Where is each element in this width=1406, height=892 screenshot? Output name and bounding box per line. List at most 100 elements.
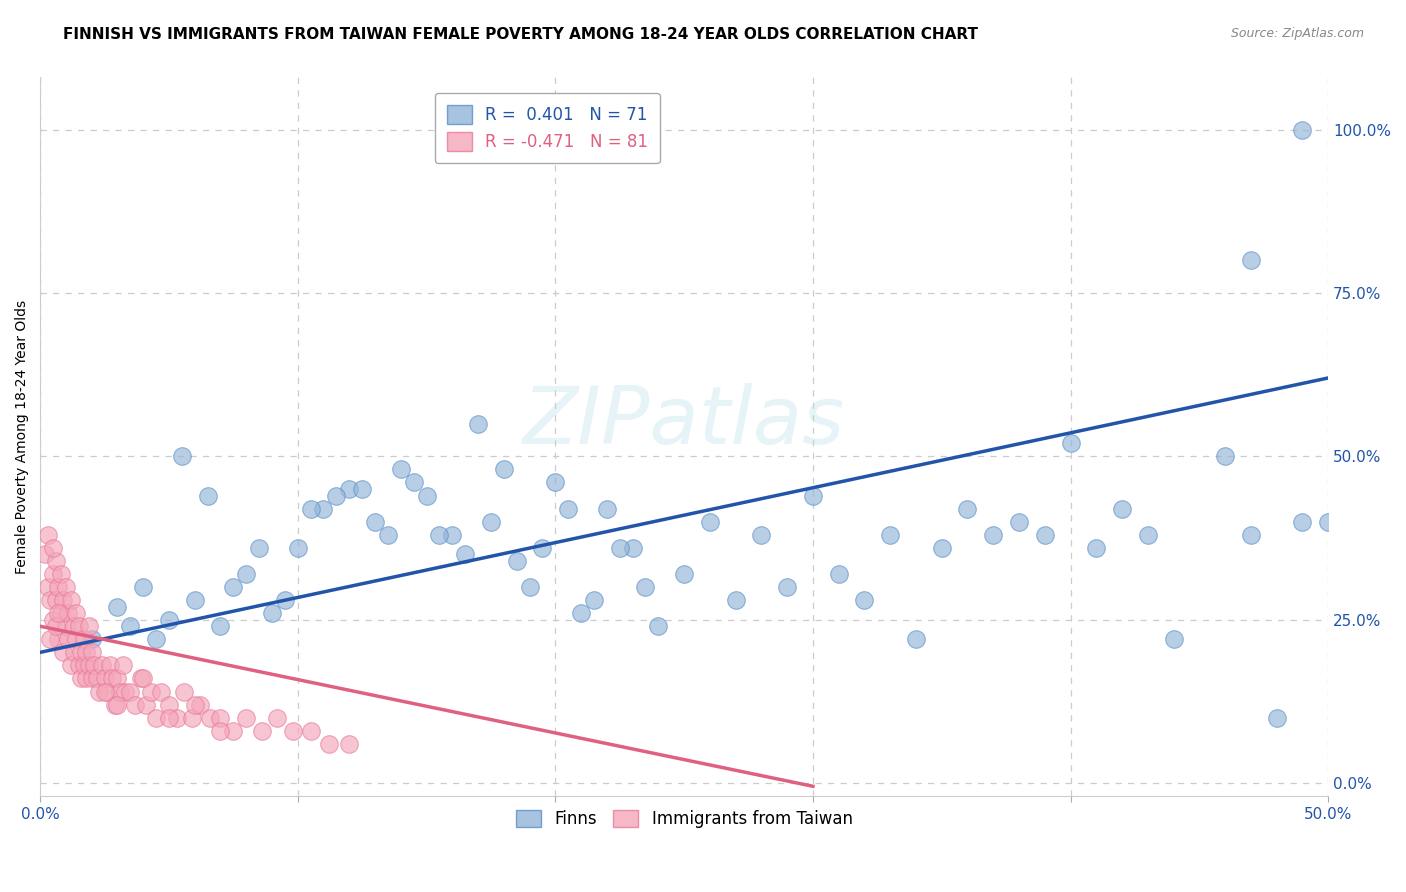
Point bbox=[55, 580, 77, 594]
Point bbox=[39, 593, 62, 607]
Point bbox=[80, 632, 103, 647]
Point bbox=[1317, 515, 1340, 529]
Text: ZIPatlas: ZIPatlas bbox=[523, 384, 845, 461]
Point bbox=[235, 711, 257, 725]
Point bbox=[157, 698, 180, 712]
Point bbox=[1291, 122, 1313, 136]
Point bbox=[132, 580, 155, 594]
Point bbox=[429, 528, 451, 542]
Point bbox=[105, 672, 128, 686]
Point bbox=[337, 482, 360, 496]
Point bbox=[58, 606, 80, 620]
Point bbox=[454, 547, 477, 561]
Point bbox=[45, 619, 67, 633]
Point bbox=[389, 462, 412, 476]
Point bbox=[42, 613, 65, 627]
Point bbox=[505, 554, 527, 568]
Point bbox=[582, 593, 605, 607]
Point bbox=[673, 566, 696, 581]
Point bbox=[751, 528, 773, 542]
Point bbox=[904, 632, 927, 647]
Point bbox=[46, 606, 69, 620]
Point bbox=[281, 723, 304, 738]
Point bbox=[1240, 253, 1263, 268]
Point bbox=[70, 672, 93, 686]
Point bbox=[49, 606, 72, 620]
Point bbox=[129, 672, 152, 686]
Point bbox=[1265, 711, 1288, 725]
Point bbox=[73, 632, 96, 647]
Point bbox=[181, 711, 204, 725]
Point bbox=[274, 593, 297, 607]
Point bbox=[621, 541, 644, 555]
Point bbox=[76, 672, 98, 686]
Point bbox=[39, 632, 62, 647]
Point bbox=[467, 417, 489, 431]
Point bbox=[325, 489, 347, 503]
Point bbox=[352, 482, 374, 496]
Point bbox=[37, 528, 59, 542]
Point bbox=[166, 711, 188, 725]
Point bbox=[1085, 541, 1108, 555]
Point bbox=[120, 684, 142, 698]
Point bbox=[93, 684, 115, 698]
Point bbox=[139, 684, 162, 698]
Point bbox=[173, 684, 195, 698]
Point bbox=[209, 619, 232, 633]
Point bbox=[108, 684, 131, 698]
Point bbox=[86, 672, 108, 686]
Point bbox=[46, 580, 69, 594]
Point bbox=[67, 619, 90, 633]
Point bbox=[981, 528, 1004, 542]
Point bbox=[80, 645, 103, 659]
Point bbox=[318, 737, 340, 751]
Point bbox=[801, 489, 824, 503]
Point bbox=[931, 541, 953, 555]
Point bbox=[93, 672, 115, 686]
Point bbox=[89, 684, 111, 698]
Point bbox=[596, 501, 619, 516]
Y-axis label: Female Poverty Among 18-24 Year Olds: Female Poverty Among 18-24 Year Olds bbox=[15, 300, 30, 574]
Point bbox=[62, 645, 84, 659]
Point bbox=[531, 541, 554, 555]
Point bbox=[145, 711, 167, 725]
Point bbox=[70, 645, 93, 659]
Point bbox=[46, 632, 69, 647]
Point bbox=[83, 658, 105, 673]
Point bbox=[42, 541, 65, 555]
Point bbox=[956, 501, 979, 516]
Point bbox=[77, 658, 100, 673]
Point bbox=[124, 698, 146, 712]
Point bbox=[101, 672, 124, 686]
Point bbox=[150, 684, 173, 698]
Point bbox=[569, 606, 592, 620]
Legend: Finns, Immigrants from Taiwan: Finns, Immigrants from Taiwan bbox=[509, 803, 859, 835]
Point bbox=[96, 684, 118, 698]
Point bbox=[80, 672, 103, 686]
Point bbox=[60, 658, 83, 673]
Point bbox=[647, 619, 669, 633]
Point bbox=[1136, 528, 1159, 542]
Point bbox=[557, 501, 579, 516]
Point bbox=[183, 593, 205, 607]
Point bbox=[49, 566, 72, 581]
Point bbox=[364, 515, 387, 529]
Point bbox=[519, 580, 541, 594]
Point bbox=[73, 658, 96, 673]
Point bbox=[45, 593, 67, 607]
Point bbox=[55, 619, 77, 633]
Point bbox=[1240, 528, 1263, 542]
Point bbox=[879, 528, 901, 542]
Point bbox=[170, 450, 193, 464]
Point bbox=[1033, 528, 1056, 542]
Point bbox=[105, 698, 128, 712]
Point bbox=[299, 501, 322, 516]
Point bbox=[132, 672, 155, 686]
Point bbox=[776, 580, 799, 594]
Point bbox=[135, 698, 157, 712]
Point bbox=[114, 684, 136, 698]
Text: Source: ZipAtlas.com: Source: ZipAtlas.com bbox=[1230, 27, 1364, 40]
Point bbox=[145, 632, 167, 647]
Point bbox=[76, 645, 98, 659]
Point bbox=[52, 593, 75, 607]
